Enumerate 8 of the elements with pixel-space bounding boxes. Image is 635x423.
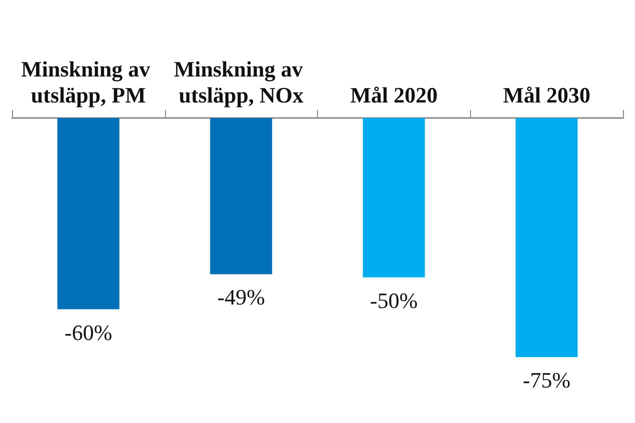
x-tick-label: Minskning av utsläpp, PM — [21, 56, 156, 108]
x-tick-label: Mål 2020 — [350, 82, 438, 108]
data-label: -49% — [217, 284, 265, 310]
x-tick-label: Mål 2030 — [502, 82, 590, 108]
x-tick-label: Minskning av utsläpp, NOx — [174, 56, 308, 108]
data-label: -75% — [522, 368, 570, 393]
data-label: -60% — [64, 320, 112, 345]
data-label: -50% — [370, 288, 418, 313]
